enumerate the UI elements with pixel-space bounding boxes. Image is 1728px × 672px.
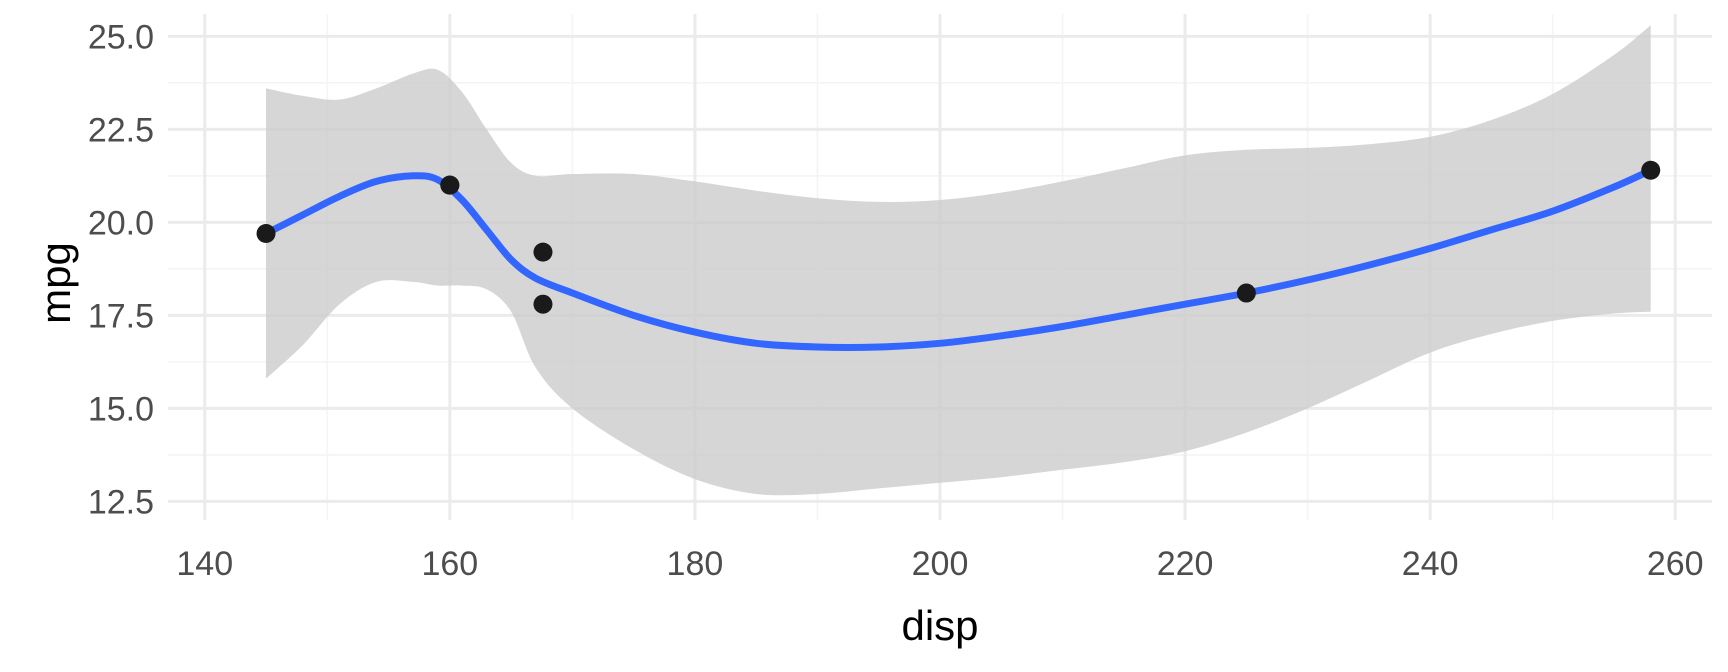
smooth-line bbox=[262, 166, 1655, 351]
y-tick-label: 20.0 bbox=[88, 204, 154, 242]
x-tick-labels: 140 160 180 200 220 240 260 bbox=[176, 545, 1703, 583]
x-tick-label: 180 bbox=[667, 545, 724, 583]
y-tick-labels: 12.5 15.0 17.5 20.0 22.5 25.0 bbox=[88, 18, 154, 521]
data-point bbox=[533, 242, 553, 262]
y-tick-label: 15.0 bbox=[88, 390, 154, 428]
x-tick-label: 200 bbox=[912, 545, 969, 583]
y-tick-label: 12.5 bbox=[88, 483, 154, 521]
data-point bbox=[440, 175, 460, 195]
y-tick-label: 22.5 bbox=[88, 111, 154, 149]
x-tick-label: 160 bbox=[421, 545, 478, 583]
y-tick-label: 17.5 bbox=[88, 297, 154, 335]
data-point bbox=[1641, 160, 1661, 180]
y-tick-label: 25.0 bbox=[88, 18, 154, 56]
smooth-line-layer bbox=[262, 166, 1655, 351]
x-axis-title: disp bbox=[901, 602, 978, 649]
points-layer bbox=[256, 160, 1661, 314]
x-tick-label: 260 bbox=[1647, 545, 1704, 583]
confidence-band-layer bbox=[266, 25, 1651, 496]
x-tick-label: 140 bbox=[176, 545, 233, 583]
confidence-band bbox=[266, 25, 1651, 496]
y-axis-title: mpg bbox=[32, 242, 79, 324]
x-tick-label: 220 bbox=[1157, 545, 1214, 583]
x-tick-label: 240 bbox=[1402, 545, 1459, 583]
data-point bbox=[1236, 283, 1256, 303]
data-point bbox=[533, 294, 553, 314]
data-point bbox=[256, 224, 276, 244]
